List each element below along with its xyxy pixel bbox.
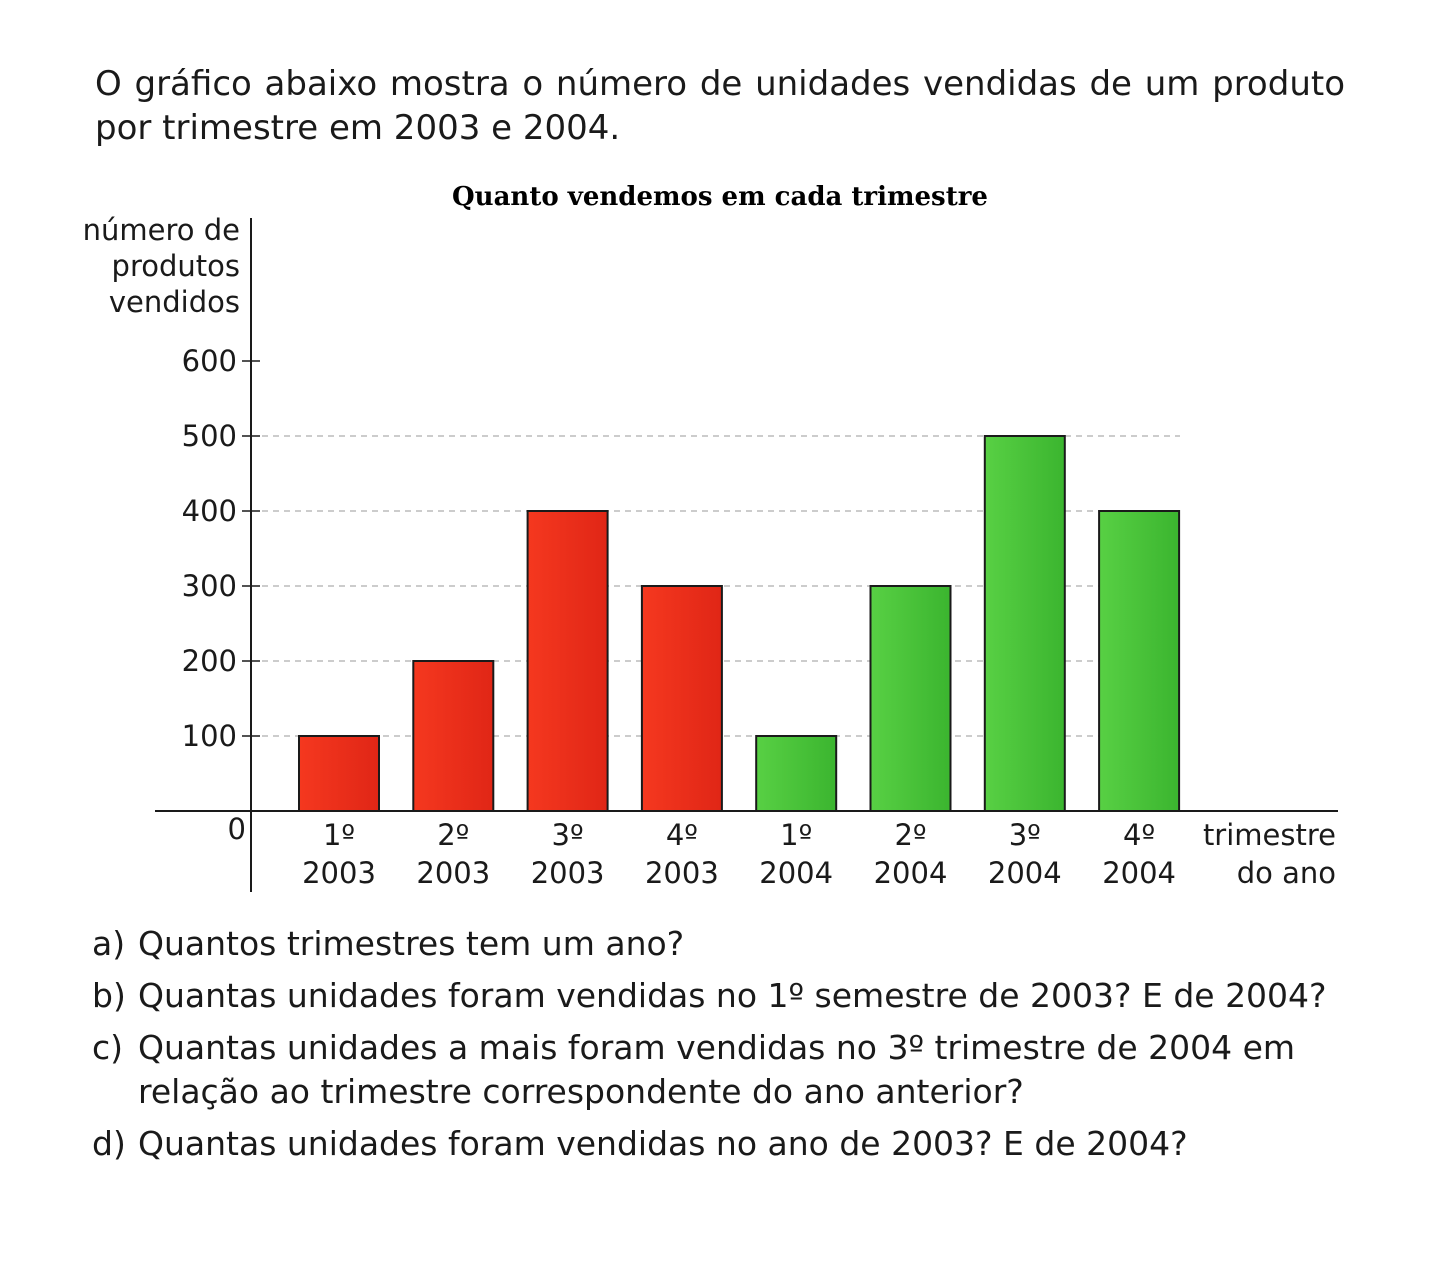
y-tick-label: 500: [182, 419, 237, 453]
x-axis-label-line: trimestre: [1203, 818, 1336, 852]
x-tick-label: 2004: [759, 856, 833, 890]
questions-list: a) Quantos trimestres tem um ano? b) Quanta…: [92, 922, 1352, 1174]
question-text: Quantas unidades foram vendidas no ano d…: [138, 1124, 1188, 1163]
x-tick-label: 2º: [437, 818, 469, 852]
x-tick-label: 1º: [780, 818, 812, 852]
y-tick-label: 600: [182, 344, 237, 378]
y-tick-label: 0: [228, 812, 246, 846]
y-tick-labels: 0 100 200 300 400 500 600: [182, 344, 246, 846]
question-letter: d): [92, 1124, 126, 1163]
chart-title: Quanto vendemos em cada trimestre: [452, 182, 988, 212]
bars: [298, 435, 1181, 812]
bar: [526, 510, 609, 812]
x-category-labels: 1º 2003 2º 2003 3º 2003 4º 2003 1º 2004 2º 2004 3º 20…: [302, 818, 1176, 890]
question-letter: c): [92, 1028, 124, 1067]
question-letter: a): [92, 924, 126, 963]
x-tick-label: 2003: [531, 856, 605, 890]
bar: [755, 735, 838, 812]
question-letter: b): [92, 976, 126, 1015]
question-item: d) Quantas unidades foram vendidas no ano…: [92, 1122, 1352, 1166]
bar: [298, 735, 380, 812]
axes: [155, 218, 1338, 892]
question-text: Quantas unidades foram vendidas no 1º se…: [138, 976, 1327, 1015]
bar: [1098, 510, 1181, 812]
question-item: b) Quantas unidades foram vendidas no 1º …: [92, 974, 1352, 1018]
x-tick-label: 1º: [323, 818, 355, 852]
y-tick-label: 300: [182, 569, 237, 603]
question-text: Quantas unidades a mais foram vendidas n…: [138, 1028, 1296, 1111]
x-tick-label: 2004: [1102, 856, 1176, 890]
x-tick-label: 2003: [302, 856, 376, 890]
x-tick-label: 2004: [874, 856, 948, 890]
bar: [983, 435, 1066, 812]
y-axis-label-line: vendidos: [109, 285, 240, 319]
x-tick-label: 2003: [645, 856, 719, 890]
x-axis-label: trimestre do ano: [1203, 818, 1336, 890]
y-axis-label-line: número de: [83, 213, 240, 247]
bar-chart: Quanto vendemos em cada trimestre número…: [83, 182, 1338, 892]
y-tick-label: 400: [182, 494, 237, 528]
question-item: a) Quantos trimestres tem um ano?: [92, 922, 1352, 966]
y-axis-label-line: produtos: [112, 249, 240, 283]
x-tick-label: 2004: [988, 856, 1062, 890]
question-text: Quantos trimestres tem um ano?: [138, 924, 685, 963]
x-tick-label: 4º: [666, 818, 698, 852]
bar: [412, 660, 495, 812]
y-tick-label: 200: [182, 644, 237, 678]
intro-text: O gráfico abaixo mostra o número de unid…: [95, 64, 1345, 148]
bar: [640, 585, 723, 812]
x-tick-label: 4º: [1123, 818, 1155, 852]
x-tick-label: 2º: [894, 818, 926, 852]
bar: [869, 585, 952, 812]
x-tick-label: 3º: [552, 818, 584, 852]
x-tick-label: 3º: [1009, 818, 1041, 852]
x-axis-label-line: do ano: [1237, 856, 1336, 890]
y-tick-label: 100: [182, 719, 237, 753]
question-item: c) Quantas unidades a mais foram vendidas…: [92, 1026, 1352, 1114]
x-tick-label: 2003: [416, 856, 490, 890]
